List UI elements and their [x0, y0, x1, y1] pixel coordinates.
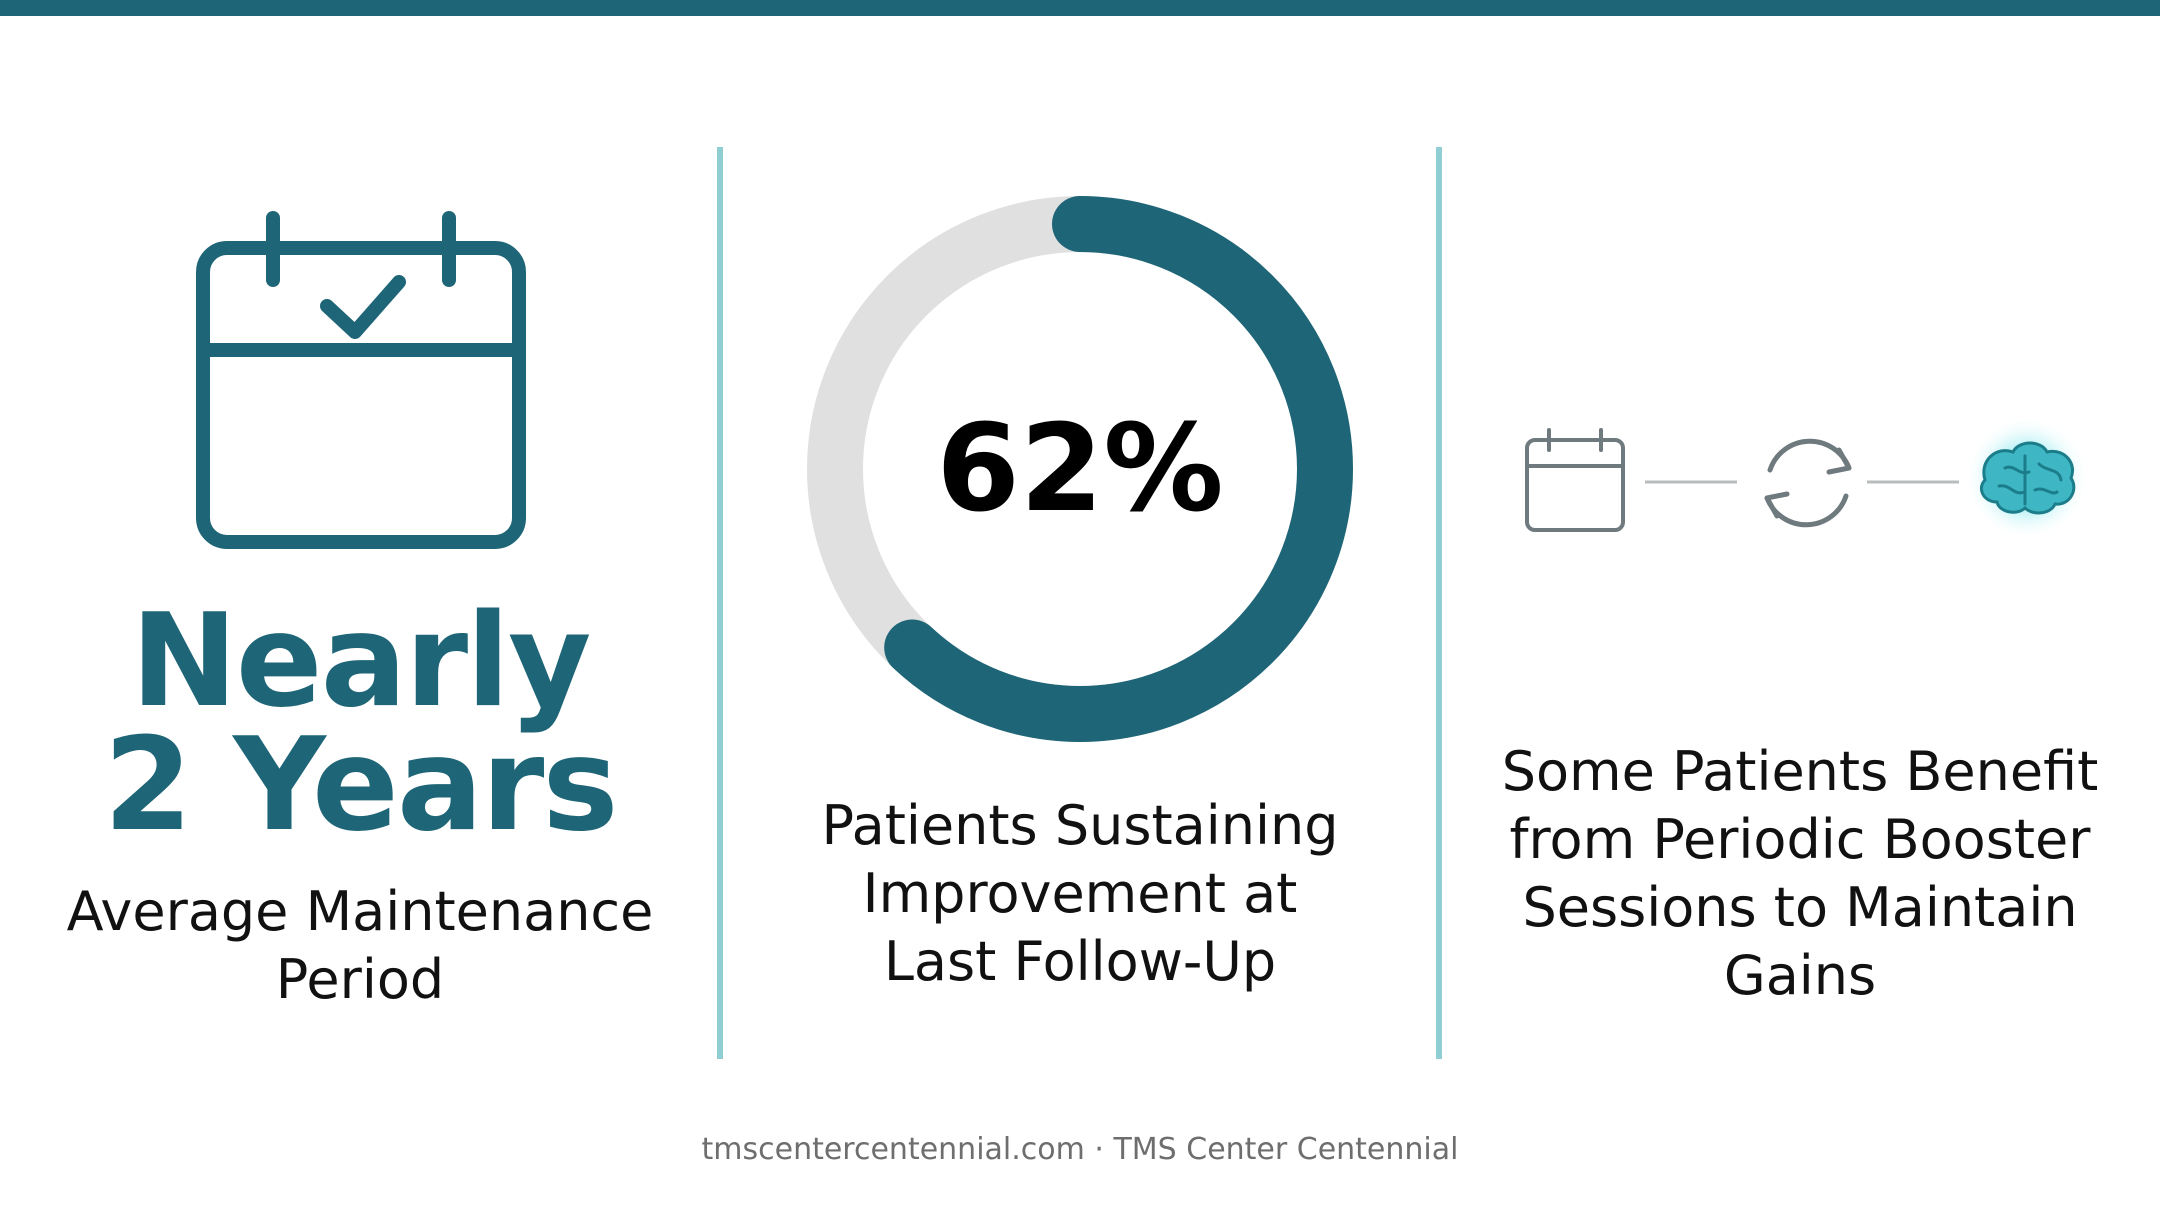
top-accent-bar — [0, 0, 2160, 16]
footer-source: tmscentercentennial.com · TMS Center Cen… — [701, 1132, 1459, 1167]
refresh-icon — [1764, 438, 1852, 528]
donut-percentage: 62% — [936, 400, 1224, 539]
sustained-improvement-caption: Patients Sustaining Improvement at Last … — [760, 792, 1400, 996]
booster-sessions-caption: Some Patients Benefit from Periodic Boos… — [1480, 738, 2120, 1010]
maintenance-period-headline: Nearly 2 Years — [60, 587, 660, 860]
caption-line: Average Maintenance — [66, 880, 654, 943]
caption-line: Some Patients Benefit — [1501, 740, 2099, 803]
caption-line: Patients Sustaining — [821, 794, 1339, 857]
calendar-icon — [1525, 428, 1625, 532]
caption-line: Period — [275, 948, 445, 1011]
booster-flow-diagram — [1525, 420, 2089, 540]
sustained-improvement-donut — [807, 196, 1353, 742]
caption-line: Gains — [1723, 944, 1877, 1007]
maintenance-period-caption: Average Maintenance Period — [40, 878, 680, 1014]
headline-line-1: Nearly — [130, 587, 592, 736]
caption-line: Last Follow-Up — [883, 930, 1277, 993]
column-divider-right — [1436, 147, 1442, 1059]
column-divider-left — [717, 147, 723, 1059]
caption-line: from Periodic Booster — [1509, 808, 2091, 871]
brain-icon — [1965, 420, 2089, 540]
calendar-check-icon — [196, 211, 526, 549]
caption-line: Sessions to Maintain — [1522, 876, 2078, 939]
caption-line: Improvement at — [862, 862, 1298, 925]
headline-line-2: 2 Years — [103, 711, 618, 860]
donut-value-arc — [807, 196, 1353, 742]
